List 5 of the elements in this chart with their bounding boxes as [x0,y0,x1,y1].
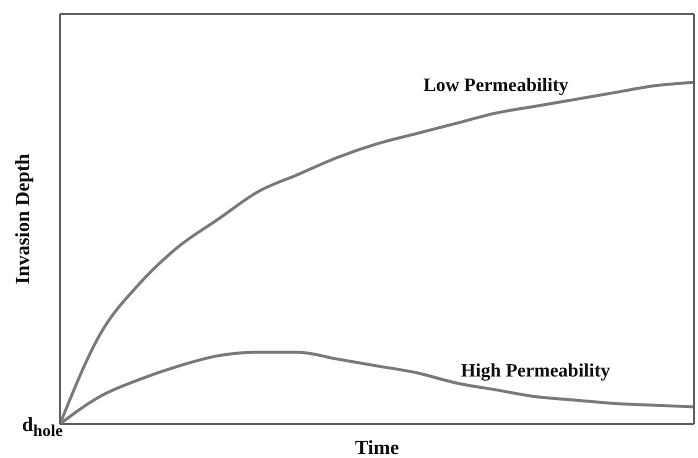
annotation: d$_{hole}$ [22,414,63,441]
series-label: Low Permeability [423,75,569,96]
y-axis-title: Invasion Depth [12,154,34,284]
x-axis-title: Time [354,437,400,458]
series-label: High Permeability [460,360,611,382]
